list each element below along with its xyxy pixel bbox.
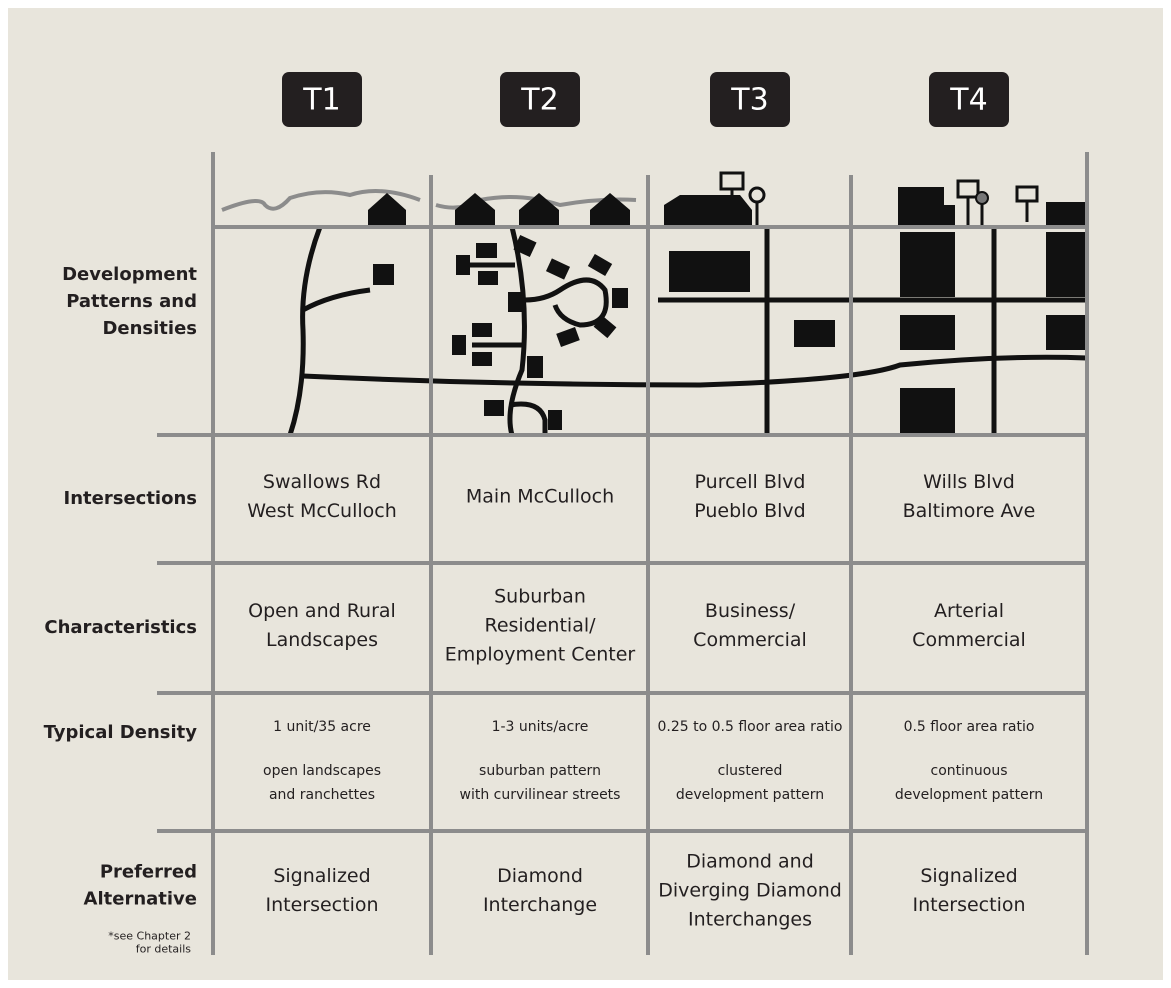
density: 0.25 to 0.5 floor area ratio: [658, 719, 843, 735]
cell-text: Open and Rural: [248, 600, 396, 622]
cell-text: Arterial: [934, 600, 1004, 622]
row-label: Alternative: [84, 889, 197, 910]
cell-text: Business/: [705, 600, 796, 622]
header-label: T1: [302, 83, 340, 118]
pattern: development pattern: [895, 787, 1043, 803]
header-label: T2: [520, 83, 558, 118]
cell-text: Pueblo Blvd: [694, 500, 805, 522]
cell-text: West McCulloch: [247, 500, 397, 522]
background: [8, 8, 1163, 980]
row-label: Development: [62, 264, 197, 285]
row-label: Typical Density: [44, 722, 198, 743]
cell-text: Diamond: [497, 865, 583, 887]
cell-text: Interchange: [483, 894, 597, 916]
row-label: Densities: [102, 318, 197, 339]
row-note: *see Chapter 2: [108, 930, 191, 943]
header-label: T4: [949, 83, 987, 118]
header-box: [710, 72, 790, 127]
header-box: [500, 72, 580, 127]
row-label: Preferred: [100, 862, 197, 883]
cell-text: Diverging Diamond: [658, 880, 842, 902]
cell-text: Wills Blvd: [923, 471, 1015, 493]
cell-text: Signalized: [920, 865, 1017, 887]
grid: [157, 152, 1089, 955]
pattern: continuous: [931, 763, 1008, 779]
cell-text: Interchanges: [688, 909, 812, 931]
pattern: and ranchettes: [269, 787, 375, 803]
pattern: open landscapes: [263, 763, 381, 779]
pattern: clustered: [718, 763, 783, 779]
cell-text: Intersection: [912, 894, 1025, 916]
pattern: development pattern: [676, 787, 824, 803]
row-note: for details: [136, 943, 192, 956]
cell-text: Diamond and: [686, 851, 814, 873]
pattern: suburban pattern: [479, 763, 601, 779]
cell-text: Main McCulloch: [466, 486, 614, 508]
header-box: [282, 72, 362, 127]
density: 0.5 floor area ratio: [904, 719, 1035, 735]
cell-text: Landscapes: [266, 629, 378, 651]
cell-text: Swallows Rd: [263, 471, 381, 493]
cell-text: Intersection: [265, 894, 378, 916]
cell-text: Residential/: [484, 615, 596, 637]
cell-text: Suburban: [494, 586, 586, 608]
cell-text: Baltimore Ave: [903, 500, 1036, 522]
cell-text: Signalized: [273, 865, 370, 887]
density: 1 unit/35 acre: [273, 719, 371, 735]
street-map: [287, 226, 1088, 436]
cell-text: Commercial: [912, 629, 1026, 651]
skyline: [221, 171, 1085, 227]
header-box: [929, 72, 1009, 127]
row-label: Characteristics: [44, 617, 197, 638]
pattern: with curvilinear streets: [460, 787, 621, 803]
row-label: Patterns and: [66, 291, 197, 312]
row-label: Intersections: [64, 488, 197, 509]
cell-text: Commercial: [693, 629, 807, 651]
header-label: T3: [730, 83, 768, 118]
density: 1-3 units/acre: [492, 719, 589, 735]
cell-text: Purcell Blvd: [695, 471, 806, 493]
cell-text: Employment Center: [445, 644, 636, 666]
